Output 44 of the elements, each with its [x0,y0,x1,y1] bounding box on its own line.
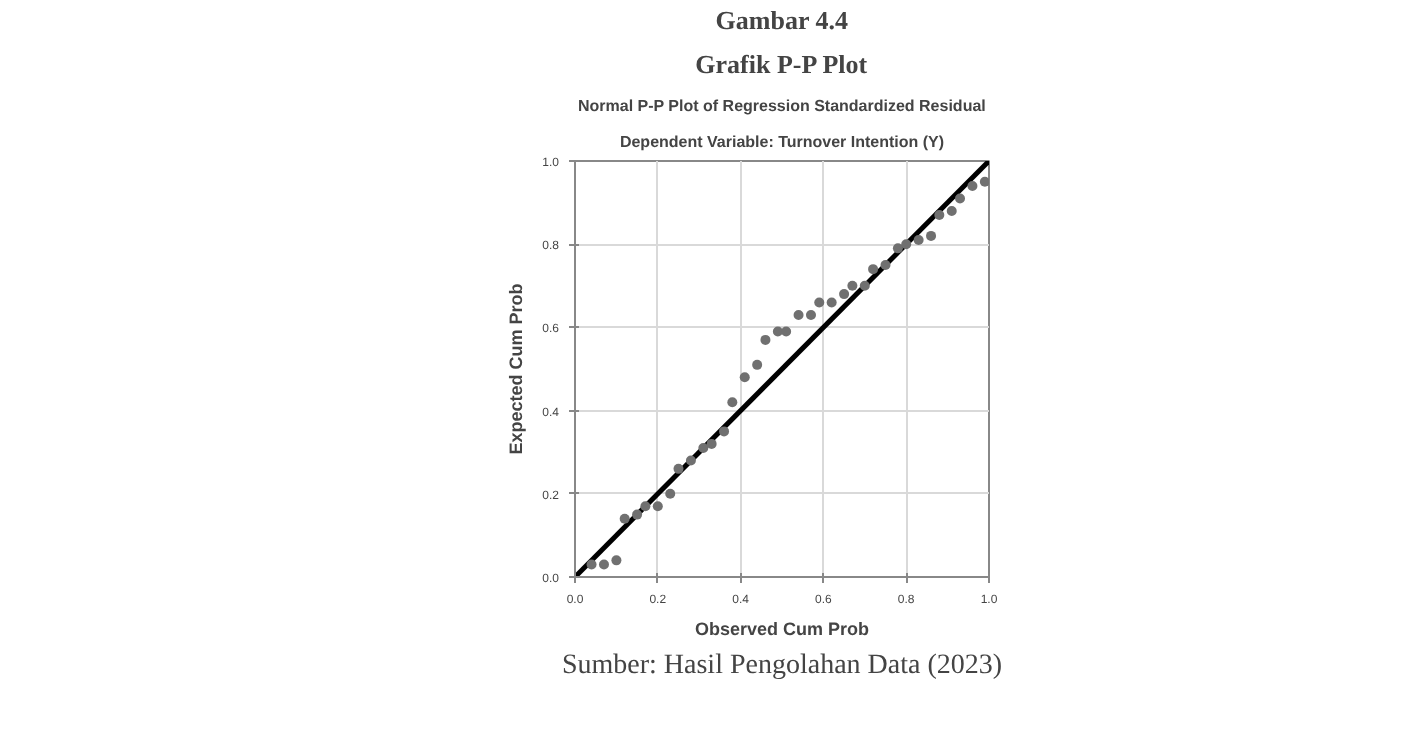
chart-subtitle: Dependent Variable: Turnover Intention (Y) [619,133,945,151]
text: Gambar 4.4 [715,5,849,35]
point [839,289,850,300]
point [901,239,912,250]
point [781,326,792,337]
point [752,359,763,370]
text: Grafik P-P Plot [695,49,869,79]
point [739,372,750,383]
point [946,205,957,216]
point [719,426,730,437]
point [586,559,597,570]
point [979,176,989,187]
chart-title: Normal P-P Plot of Regression Standardized Residual [577,97,986,115]
point [955,193,966,204]
point [793,309,804,320]
point [967,180,978,191]
point [706,438,717,449]
point [652,501,663,512]
point [727,397,738,408]
point [640,501,651,512]
point [665,488,676,499]
point [619,513,630,524]
y-axis-title: Expected Cum Prob [506,282,527,455]
point [880,260,891,270]
point [926,230,937,241]
point [913,235,924,246]
point [826,297,837,308]
point [611,555,622,566]
point [934,210,945,221]
point [698,443,709,454]
point [859,280,870,291]
point [892,243,903,254]
point [805,309,816,320]
point [632,509,643,520]
x-axis-title: Observed Cum Prob [694,619,871,639]
point [685,455,696,466]
point [772,326,783,337]
point [847,280,858,291]
point [760,334,771,345]
point [814,297,825,308]
text: Sumber: Hasil Pengolahan Data (2023) [561,651,1003,681]
point [598,559,609,570]
point [673,463,684,474]
point [868,264,879,275]
